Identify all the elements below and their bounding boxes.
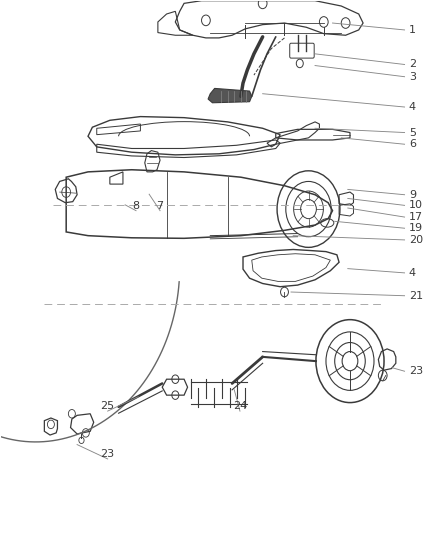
Text: 4: 4: [409, 102, 416, 112]
Text: 23: 23: [409, 366, 423, 376]
Text: 19: 19: [409, 223, 423, 233]
Text: 1: 1: [409, 25, 416, 35]
Text: 24: 24: [233, 401, 247, 411]
Text: 20: 20: [409, 235, 423, 245]
Text: 21: 21: [409, 290, 423, 301]
Text: 17: 17: [409, 212, 423, 222]
Text: 4: 4: [409, 268, 416, 278]
Text: 8: 8: [132, 201, 140, 211]
Text: 7: 7: [156, 201, 164, 211]
Text: 9: 9: [409, 190, 416, 200]
Text: 10: 10: [409, 200, 423, 211]
Text: 5: 5: [409, 127, 416, 138]
Text: 3: 3: [409, 72, 416, 82]
Text: 23: 23: [101, 449, 115, 459]
Text: 25: 25: [101, 401, 115, 411]
Polygon shape: [208, 88, 252, 103]
Text: 2: 2: [409, 60, 416, 69]
Text: 6: 6: [409, 139, 416, 149]
